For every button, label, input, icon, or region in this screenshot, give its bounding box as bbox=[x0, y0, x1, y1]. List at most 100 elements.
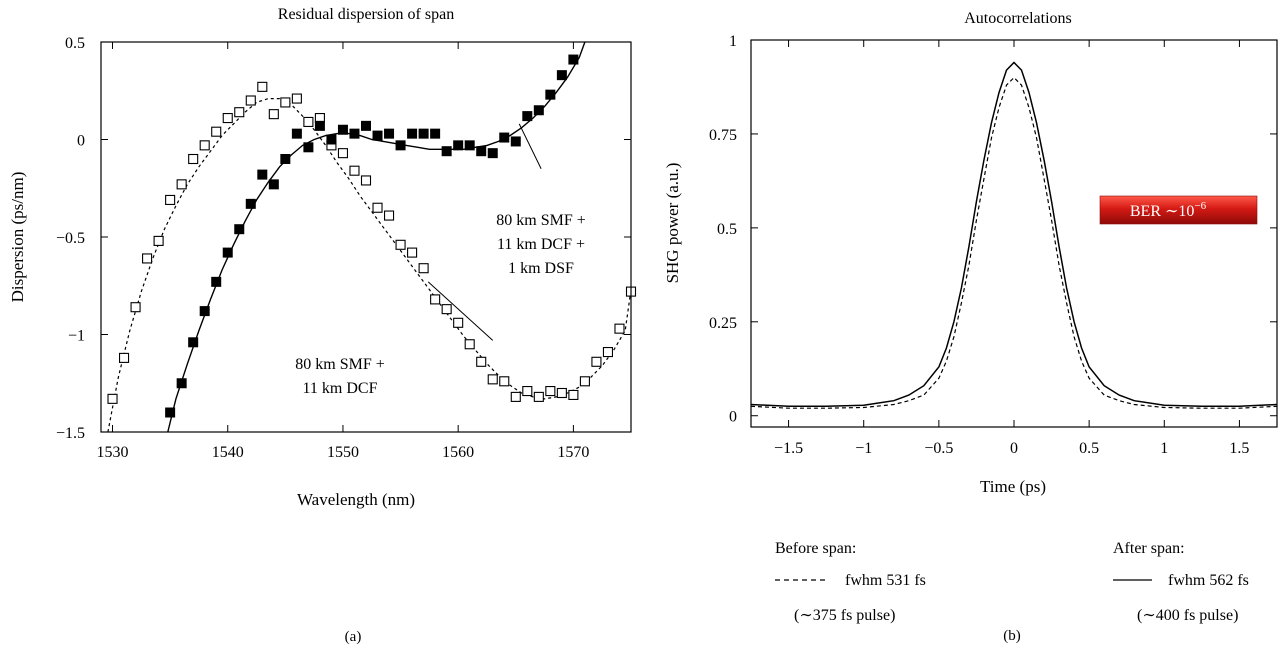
legend-before-header: Before span: bbox=[775, 540, 856, 557]
data-point-filled-square bbox=[188, 337, 199, 348]
x-tick-label-a: 1540 bbox=[212, 444, 244, 461]
data-point-open-square bbox=[257, 81, 268, 92]
data-point-open-square bbox=[130, 302, 141, 313]
data-point-filled-square bbox=[533, 105, 544, 116]
data-point-filled-square bbox=[568, 54, 579, 65]
data-point-open-square bbox=[268, 109, 279, 120]
legend-after-fwhm: fwhm 562 fs bbox=[1168, 572, 1249, 589]
y-tick-label-b: 1 bbox=[729, 33, 737, 50]
x-tick-label-b: −0.5 bbox=[924, 440, 953, 457]
data-point-open-square bbox=[360, 175, 372, 186]
data-point-open-square bbox=[337, 148, 349, 159]
chart-b-xlabel: Time (ps) bbox=[980, 477, 1046, 496]
curve-after-span bbox=[750, 61, 1278, 408]
y-tick-label-a: −1 bbox=[68, 328, 85, 345]
data-point-filled-square bbox=[222, 247, 233, 258]
legend-before-fwhm: fwhm 531 fs bbox=[845, 572, 926, 589]
data-point-open-square bbox=[510, 391, 521, 402]
data-point-open-square bbox=[591, 356, 602, 367]
y-tick-label-a: 0 bbox=[77, 133, 85, 150]
data-point-filled-square bbox=[268, 179, 279, 190]
x-tick-label-b: 1.5 bbox=[1229, 440, 1249, 457]
curve-before-span bbox=[750, 76, 1278, 409]
data-point-filled-square bbox=[556, 70, 567, 81]
data-point-filled-square bbox=[176, 378, 187, 389]
data-point-open-square bbox=[372, 202, 383, 213]
legend-after-pulse: (∼400 fs pulse) bbox=[1137, 607, 1238, 624]
x-tick-label-b: 0.5 bbox=[1079, 440, 1099, 457]
data-point-open-square bbox=[245, 95, 256, 106]
y-tick-label-b: 0.5 bbox=[717, 221, 737, 238]
ber-badge-background bbox=[1099, 195, 1258, 225]
data-point-open-square bbox=[107, 393, 118, 404]
data-point-open-square bbox=[234, 107, 245, 118]
chart-a-ylabel: Dispersion (ps/nm) bbox=[8, 172, 27, 303]
data-point-filled-square bbox=[384, 128, 395, 139]
data-point-filled-square bbox=[430, 128, 441, 139]
data-point-filled-square bbox=[291, 128, 302, 139]
data-point-filled-square bbox=[199, 306, 210, 317]
data-point-open-square bbox=[176, 179, 187, 190]
data-point-open-square bbox=[383, 210, 395, 221]
x-tick-label-a: 1530 bbox=[97, 444, 129, 461]
data-point-open-square bbox=[579, 376, 590, 387]
data-point-open-square bbox=[142, 253, 153, 264]
data-point-open-square bbox=[291, 93, 302, 104]
data-point-filled-square bbox=[464, 140, 475, 151]
data-point-filled-square bbox=[453, 140, 464, 151]
data-point-open-square bbox=[211, 126, 222, 137]
data-point-filled-square bbox=[395, 140, 406, 151]
data-point-open-square bbox=[545, 385, 556, 397]
data-point-filled-square bbox=[211, 276, 222, 287]
annotation-dsf-line: 80 km SMF + bbox=[496, 212, 586, 229]
data-point-filled-square bbox=[499, 132, 510, 143]
panel-a-label: (a) bbox=[345, 629, 362, 645]
data-point-open-square bbox=[418, 263, 429, 274]
annotation-leader-dcf bbox=[427, 281, 494, 341]
data-point-filled-square bbox=[407, 128, 418, 139]
y-tick-label-b: 0.75 bbox=[709, 127, 737, 144]
data-point-filled-square bbox=[314, 120, 325, 131]
data-point-filled-square bbox=[441, 146, 452, 157]
x-tick-label-b: 0 bbox=[1010, 440, 1018, 457]
panel-a-chart: Residual dispersion of span 1530 1540 1550… bbox=[8, 6, 637, 645]
data-point-filled-square bbox=[487, 148, 498, 159]
chart-b-frame bbox=[750, 39, 1278, 428]
data-point-open-square bbox=[199, 140, 210, 151]
data-point-open-square bbox=[568, 389, 579, 401]
data-point-open-square bbox=[441, 304, 452, 315]
annotation-dsf-line: 11 km DCF + bbox=[497, 236, 585, 253]
y-tick-label-a: −0.5 bbox=[56, 230, 85, 247]
data-point-filled-square bbox=[337, 124, 348, 135]
ber-badge: BER ∼10−6 bbox=[1099, 195, 1258, 225]
data-point-open-square bbox=[188, 153, 199, 165]
fit-curve-dcf bbox=[107, 98, 631, 432]
x-tick-label-b: 1 bbox=[1160, 440, 1168, 457]
data-point-filled-square bbox=[418, 128, 429, 139]
data-point-open-square bbox=[280, 97, 291, 108]
ber-badge-exponent: −6 bbox=[1194, 200, 1206, 212]
data-point-open-square bbox=[522, 385, 533, 397]
chart-a-xlabel: Wavelength (nm) bbox=[297, 490, 415, 509]
data-point-open-square bbox=[153, 235, 164, 246]
panel-b-chart: Autocorrelations −1.5 −1 −0.5 0 0.5 1 1.5 0 0.25… bbox=[663, 10, 1278, 644]
data-point-filled-square bbox=[545, 89, 556, 100]
legend-after-header: After span: bbox=[1113, 540, 1185, 557]
data-point-filled-square bbox=[280, 154, 291, 164]
data-point-filled-square bbox=[372, 130, 383, 141]
panel-b-label: (b) bbox=[1003, 628, 1021, 644]
data-point-filled-square bbox=[257, 169, 268, 180]
ber-badge-text: BER ∼10−6 bbox=[1130, 200, 1207, 220]
annotation-dcf-line: 80 km SMF + bbox=[295, 356, 385, 373]
data-point-open-square bbox=[349, 165, 360, 176]
data-point-open-square bbox=[395, 239, 406, 250]
chart-b-marks: −1.5 −1 −0.5 0 0.5 1 1.5 0 0.25 0.5 0.75 1 bbox=[709, 33, 1278, 457]
x-tick-label-b: −1.5 bbox=[774, 440, 803, 457]
data-point-open-square bbox=[165, 194, 176, 205]
x-tick-label-a: 1560 bbox=[442, 444, 474, 461]
chart-a-frame bbox=[100, 41, 632, 433]
data-point-filled-square bbox=[476, 146, 487, 157]
x-tick-label-b: −1 bbox=[855, 440, 872, 457]
data-point-filled-square bbox=[326, 134, 337, 145]
